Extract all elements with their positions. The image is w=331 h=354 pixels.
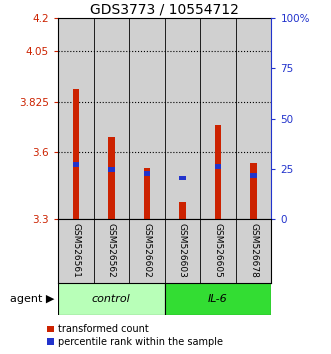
Bar bbox=[108, 167, 115, 171]
Text: GSM526561: GSM526561 bbox=[71, 223, 80, 278]
Text: IL-6: IL-6 bbox=[208, 294, 228, 304]
Bar bbox=[58, 283, 165, 315]
Bar bbox=[200, 18, 236, 219]
Legend: transformed count, percentile rank within the sample: transformed count, percentile rank withi… bbox=[46, 324, 224, 348]
Text: GSM526562: GSM526562 bbox=[107, 223, 116, 278]
Bar bbox=[165, 283, 271, 315]
Bar bbox=[179, 176, 186, 181]
Text: GSM526605: GSM526605 bbox=[213, 223, 222, 278]
Bar bbox=[165, 18, 200, 219]
Bar bbox=[215, 164, 221, 169]
Bar bbox=[58, 18, 93, 219]
Bar bbox=[251, 164, 257, 219]
Text: GSM526602: GSM526602 bbox=[142, 223, 151, 278]
Bar bbox=[144, 171, 150, 176]
Text: agent ▶: agent ▶ bbox=[10, 294, 55, 304]
Text: control: control bbox=[92, 294, 131, 304]
Bar bbox=[144, 168, 150, 219]
Bar bbox=[72, 162, 79, 167]
Bar bbox=[72, 90, 79, 219]
Bar bbox=[251, 173, 257, 178]
Bar bbox=[215, 125, 221, 219]
Bar bbox=[179, 201, 186, 219]
Bar bbox=[129, 18, 165, 219]
Bar bbox=[108, 137, 115, 219]
Text: GSM526603: GSM526603 bbox=[178, 223, 187, 278]
Text: GSM526678: GSM526678 bbox=[249, 223, 258, 278]
Bar bbox=[93, 18, 129, 219]
Title: GDS3773 / 10554712: GDS3773 / 10554712 bbox=[90, 2, 239, 17]
Bar bbox=[236, 18, 271, 219]
